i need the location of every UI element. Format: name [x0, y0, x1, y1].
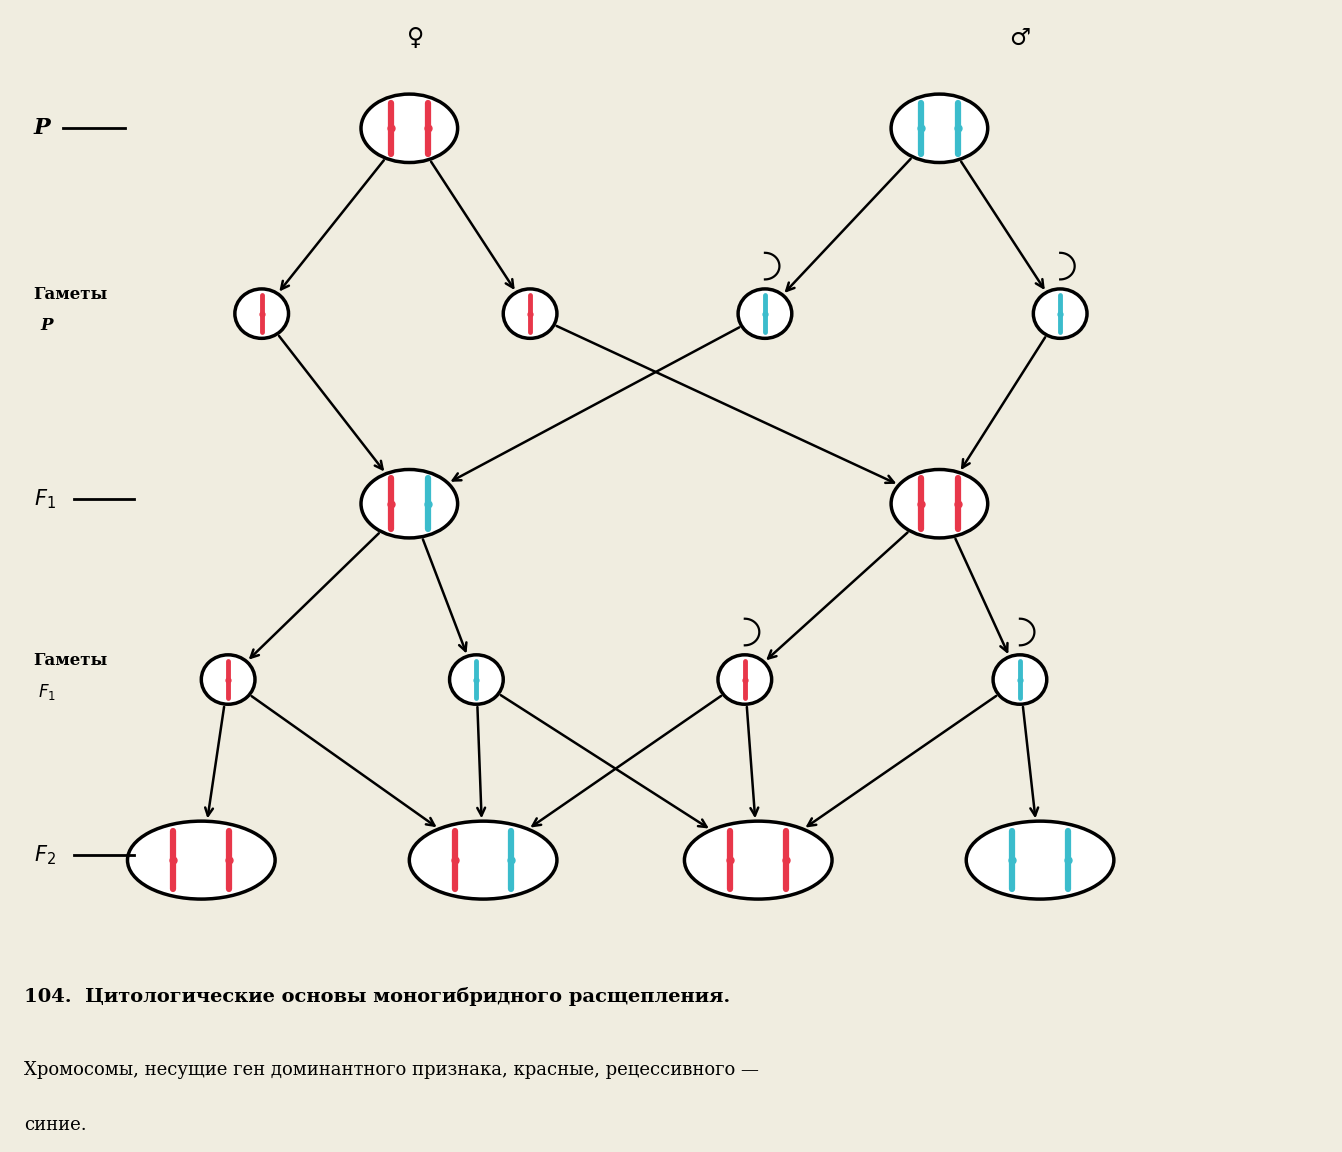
Ellipse shape — [718, 654, 772, 704]
Ellipse shape — [409, 821, 557, 899]
Text: 104.  Цитологические основы моногибридного расщепления.: 104. Цитологические основы моногибридног… — [24, 986, 730, 1006]
Text: Гаметы: Гаметы — [34, 652, 107, 669]
Circle shape — [891, 94, 988, 162]
Circle shape — [361, 94, 458, 162]
Text: P: P — [34, 118, 50, 139]
Ellipse shape — [993, 654, 1047, 704]
Text: ♀: ♀ — [408, 26, 424, 50]
Circle shape — [891, 470, 988, 538]
Circle shape — [361, 470, 458, 538]
Text: ♂: ♂ — [1009, 26, 1031, 50]
Text: $F_2$: $F_2$ — [34, 843, 55, 867]
Ellipse shape — [1033, 289, 1087, 339]
Ellipse shape — [738, 289, 792, 339]
Ellipse shape — [201, 654, 255, 704]
Text: $F_1$: $F_1$ — [34, 487, 55, 510]
Ellipse shape — [966, 821, 1114, 899]
Ellipse shape — [450, 654, 503, 704]
Text: синие.: синие. — [24, 1115, 87, 1134]
Text: P: P — [40, 317, 52, 334]
Ellipse shape — [503, 289, 557, 339]
Ellipse shape — [684, 821, 832, 899]
Text: $F_1$: $F_1$ — [38, 682, 55, 702]
Ellipse shape — [127, 821, 275, 899]
Text: Хромосомы, несущие ген доминантного признака, красные, рецессивного —: Хромосомы, несущие ген доминантного приз… — [24, 1061, 760, 1079]
Text: Гаметы: Гаметы — [34, 286, 107, 303]
Ellipse shape — [235, 289, 289, 339]
